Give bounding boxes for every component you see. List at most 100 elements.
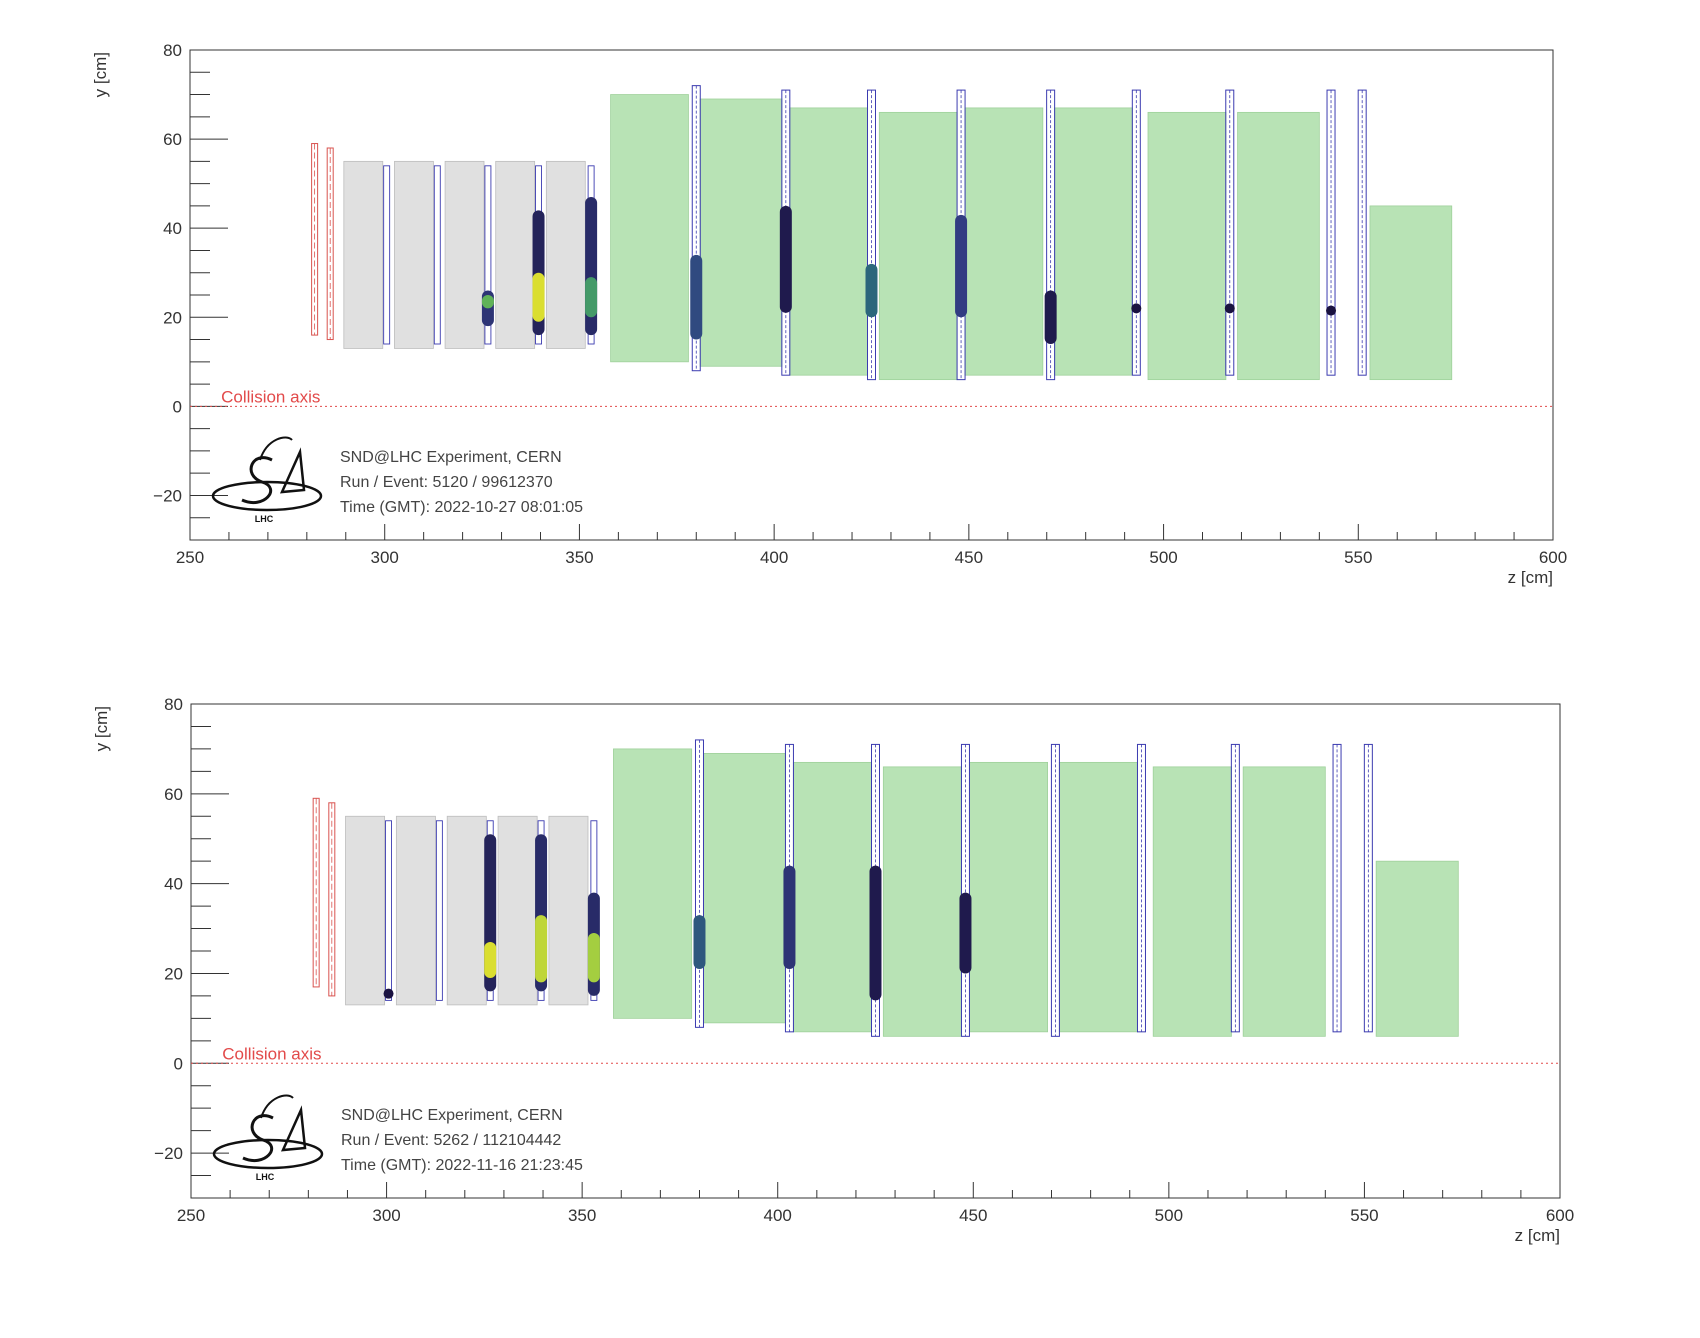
hcal-block — [702, 753, 786, 1024]
hit-cluster — [585, 277, 598, 318]
target-wall-block — [497, 815, 538, 1006]
hit-cluster — [783, 865, 796, 969]
hcal-block — [1054, 107, 1133, 376]
target-wall-block — [444, 160, 485, 349]
scifi-plane — [383, 165, 391, 345]
y-axis-title: y [cm] — [91, 52, 110, 97]
event-display-bottom: 250 300 350 400 450 500 550 600 80 60 40 20 0 −20 z [c… — [0, 650, 1700, 1300]
x-axis-title: z [cm] — [1508, 568, 1553, 587]
target-wall-block — [495, 160, 536, 349]
y-tick-label: −20 — [153, 486, 182, 505]
hcal-block — [789, 107, 869, 376]
logo-swoosh — [259, 436, 293, 461]
target-wall-block — [395, 815, 436, 1006]
x-tick-label: 250 — [176, 548, 204, 567]
hit-cluster — [959, 892, 972, 974]
logo-ring — [212, 1138, 324, 1170]
experiment-label: SND@LHC Experiment, CERN — [341, 1107, 563, 1124]
logo-swoosh — [260, 1094, 294, 1119]
hit-point — [1224, 303, 1235, 314]
target-wall-block — [394, 160, 434, 349]
x-tick-label: 600 — [1539, 548, 1567, 567]
target-wall-block — [343, 160, 384, 349]
hit-cluster — [532, 272, 545, 322]
event-time-label: Time (GMT): 2022-11-16 21:23:45 — [341, 1157, 583, 1174]
y-tick-label: 40 — [164, 875, 183, 894]
hcal-block — [610, 94, 689, 363]
muon-plane — [1332, 743, 1342, 1033]
run-event-label: Run / Event: 5262 / 112104442 — [341, 1132, 561, 1149]
event-time-label: Time (GMT): 2022-10-27 08:01:05 — [340, 499, 583, 516]
x-tick-label: 350 — [568, 1206, 596, 1225]
hcal-block — [1058, 761, 1138, 1033]
x-tick-label: 250 — [177, 1206, 205, 1225]
x-tick-label: 300 — [371, 548, 399, 567]
hcal-block — [792, 761, 872, 1033]
hit-cluster — [1044, 290, 1057, 344]
y-tick-label: 20 — [163, 308, 182, 327]
collision-axis-label: Collision axis — [222, 1044, 321, 1063]
hit-cluster — [484, 942, 497, 978]
experiment-label: SND@LHC Experiment, CERN — [340, 449, 562, 466]
hit-cluster — [587, 933, 600, 983]
event-display-top: 250 300 350 400 450 500 550 600 80 60 40 20 0 −20 z [c… — [0, 0, 1700, 650]
hit-cluster — [865, 263, 878, 318]
hcal-block — [699, 98, 783, 367]
logo-text: LHC — [256, 1172, 275, 1182]
hcal-block — [1152, 766, 1232, 1037]
hit-point — [383, 988, 394, 999]
logo-s-stroke — [242, 1114, 274, 1162]
hit-point — [1326, 305, 1337, 316]
y-tick-label: 0 — [174, 1054, 183, 1073]
x-tick-label: 550 — [1344, 548, 1372, 567]
hit-cluster — [869, 865, 882, 1001]
y-tick-label: 40 — [163, 219, 182, 238]
logo-triangle — [280, 1105, 307, 1152]
hcal-block — [964, 107, 1044, 376]
target-wall-block — [545, 160, 586, 349]
y-axis-title: y [cm] — [92, 706, 111, 751]
x-tick-label: 450 — [959, 1206, 987, 1225]
veto-plane — [312, 797, 320, 988]
logo-ring — [211, 480, 323, 512]
muon-plane — [1136, 743, 1146, 1033]
scifi-plane — [435, 820, 443, 1001]
muon-plane — [694, 739, 704, 1028]
hit-point — [1131, 303, 1142, 314]
logo-triangle — [279, 447, 306, 494]
y-tick-label: 80 — [163, 41, 182, 60]
y-tick-label: 60 — [163, 130, 182, 149]
x-tick-label: 500 — [1155, 1206, 1183, 1225]
hcal-block — [878, 111, 958, 381]
x-tick-label: 400 — [760, 548, 788, 567]
hit-cluster — [481, 295, 494, 309]
x-tick-label: 300 — [372, 1206, 400, 1225]
event-display-plot: 250 300 350 400 450 500 550 600 80 60 40 20 0 −20 z [c… — [91, 41, 1567, 587]
target-wall-block — [548, 815, 589, 1006]
x-tick-label: 400 — [764, 1206, 792, 1225]
x-tick-label: 450 — [955, 548, 983, 567]
scifi-plane — [433, 165, 441, 345]
hit-cluster — [690, 254, 703, 340]
hit-cluster — [779, 205, 792, 313]
x-tick-label: 600 — [1546, 1206, 1574, 1225]
y-tick-label: −20 — [154, 1144, 183, 1163]
target-wall-block — [345, 815, 386, 1006]
y-tick-label: 60 — [164, 785, 183, 804]
muon-plane — [1230, 743, 1240, 1033]
x-tick-label: 550 — [1350, 1206, 1378, 1225]
hcal-block — [613, 748, 693, 1019]
logo-text: LHC — [255, 514, 274, 524]
x-axis-title: z [cm] — [1515, 1226, 1560, 1245]
muon-plane — [1363, 743, 1373, 1033]
collision-axis-label: Collision axis — [221, 387, 320, 406]
hcal-block — [1375, 860, 1459, 1037]
hcal-block — [968, 761, 1049, 1033]
y-tick-label: 0 — [173, 397, 182, 416]
hcal-block — [1237, 111, 1320, 381]
scifi-plane — [484, 165, 492, 345]
hcal-block — [1147, 111, 1227, 381]
hcal-block — [1369, 205, 1453, 381]
x-tick-label: 350 — [565, 548, 593, 567]
snd-lhc-logo: LHC — [212, 1094, 324, 1182]
